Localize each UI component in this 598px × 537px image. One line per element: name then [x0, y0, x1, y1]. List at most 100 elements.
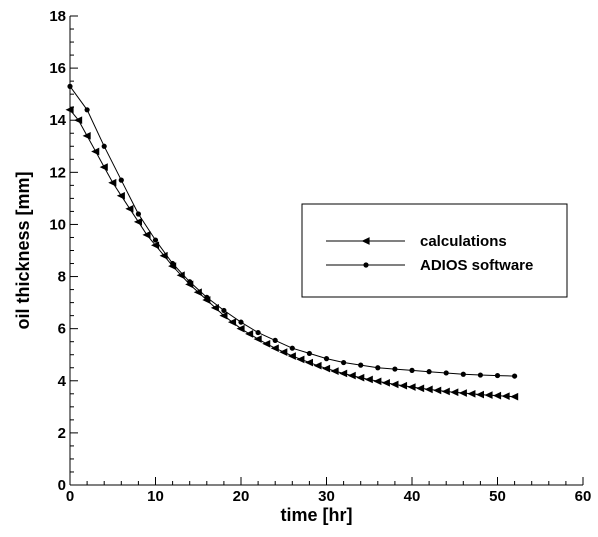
- data-point: [262, 339, 271, 348]
- legend-box: [301, 203, 568, 298]
- data-point: [151, 241, 160, 250]
- data-point: [443, 370, 449, 376]
- legend-label-adios-software: ADIOS software: [420, 257, 533, 274]
- data-point: [287, 352, 296, 360]
- data-point: [221, 307, 227, 314]
- legend-marker-adios-software: [363, 262, 369, 268]
- x-tick-label: 30: [318, 488, 335, 505]
- data-point: [494, 372, 501, 379]
- data-point: [245, 330, 254, 338]
- data-point: [341, 359, 347, 366]
- y-tick-label: 12: [49, 164, 66, 181]
- data-point: [304, 358, 313, 367]
- y-tick-label: 2: [58, 425, 66, 442]
- data-point: [433, 386, 442, 395]
- data-point: [313, 361, 322, 370]
- y-tick-label: 14: [49, 112, 66, 129]
- data-point: [176, 271, 185, 280]
- data-point: [477, 372, 483, 378]
- data-point: [441, 387, 450, 396]
- data-point: [407, 383, 416, 391]
- data-point: [272, 337, 278, 343]
- data-point: [501, 392, 510, 400]
- data-point: [193, 288, 202, 297]
- legend-entry-calculations: calculations: [326, 233, 507, 250]
- legend-entry-adios-software: ADIOS software: [326, 257, 533, 274]
- y-tick-label: 0: [58, 477, 66, 494]
- data-point: [458, 389, 467, 397]
- x-ticks: 0 10 20 30 40 50 60: [66, 477, 591, 505]
- y-tick-label: 6: [58, 321, 66, 338]
- data-point: [484, 391, 493, 399]
- y-tick-label: 8: [58, 269, 66, 286]
- data-point: [101, 143, 107, 149]
- data-point: [142, 231, 151, 239]
- data-point: [493, 391, 502, 400]
- axes: 0 10 20 30 40 50 60 0 2 4 6 8 10 12 14 16 18: [49, 8, 591, 505]
- y-tick-label: 10: [49, 216, 66, 233]
- data-point: [204, 294, 210, 300]
- data-point: [347, 371, 356, 380]
- data-point: [398, 381, 408, 390]
- series-adios-software: [67, 83, 518, 379]
- data-point: [364, 375, 373, 384]
- data-point: [187, 279, 193, 285]
- data-point: [135, 211, 141, 217]
- data-point: [330, 367, 339, 375]
- x-tick-label: 50: [489, 488, 506, 505]
- data-point: [358, 362, 364, 368]
- x-axis-title: time [hr]: [281, 505, 353, 525]
- data-point: [339, 369, 348, 378]
- data-point: [424, 385, 433, 394]
- data-point: [409, 367, 415, 373]
- data-point: [375, 365, 381, 371]
- legend: calculations ADIOS software: [301, 203, 568, 298]
- data-point: [467, 389, 476, 398]
- series-layer: [65, 83, 519, 401]
- data-point: [511, 373, 518, 379]
- data-point: [133, 218, 142, 226]
- data-point: [450, 388, 459, 397]
- data-point: [91, 147, 100, 156]
- data-point: [475, 390, 484, 399]
- legend-label-calculations: calculations: [420, 233, 507, 250]
- data-point: [84, 107, 90, 113]
- legend-marker-calculations: [361, 237, 370, 245]
- data-point: [323, 356, 330, 362]
- x-tick-label: 10: [147, 488, 164, 505]
- data-point: [296, 355, 305, 364]
- data-point: [373, 377, 382, 386]
- data-point: [426, 369, 432, 375]
- data-point: [236, 324, 245, 333]
- y-ticks: 0 2 4 6 8 10 12 14 16 18: [49, 8, 78, 494]
- data-point: [322, 364, 331, 373]
- data-point: [289, 345, 295, 351]
- x-tick-label: 0: [66, 488, 74, 505]
- data-point: [255, 329, 261, 336]
- data-point: [219, 311, 228, 320]
- data-point: [116, 191, 125, 200]
- data-point: [227, 318, 237, 326]
- data-point: [67, 83, 73, 89]
- data-point: [108, 178, 117, 187]
- data-point: [460, 371, 466, 377]
- data-point: [253, 335, 262, 343]
- data-point: [381, 379, 390, 387]
- data-point: [392, 366, 398, 372]
- x-tick-label: 40: [404, 488, 421, 505]
- data-point: [238, 319, 244, 325]
- data-point: [210, 303, 219, 312]
- y-tick-label: 16: [49, 60, 66, 77]
- data-point: [170, 260, 176, 267]
- data-point: [356, 373, 365, 382]
- data-point: [306, 350, 312, 357]
- y-tick-label: 4: [58, 373, 67, 390]
- x-tick-label: 20: [233, 488, 250, 505]
- data-point: [270, 344, 279, 353]
- data-point: [74, 116, 83, 125]
- data-point: [65, 105, 74, 114]
- data-point: [510, 392, 519, 401]
- data-point: [125, 204, 134, 213]
- y-tick-label: 18: [49, 8, 66, 25]
